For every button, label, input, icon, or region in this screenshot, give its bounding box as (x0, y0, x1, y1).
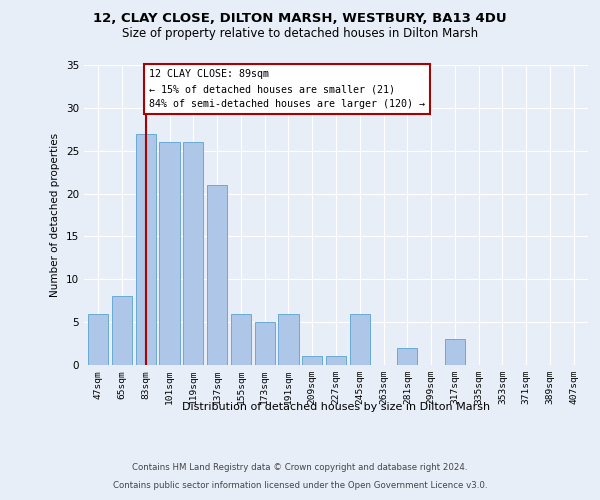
Text: 12 CLAY CLOSE: 89sqm
← 15% of detached houses are smaller (21)
84% of semi-detac: 12 CLAY CLOSE: 89sqm ← 15% of detached h… (149, 70, 425, 109)
Text: Distribution of detached houses by size in Dilton Marsh: Distribution of detached houses by size … (182, 402, 490, 412)
Bar (207, 185, 227, 365)
Bar (88, 314, 109, 365)
Text: Contains public sector information licensed under the Open Government Licence v3: Contains public sector information licen… (113, 481, 487, 490)
Y-axis label: Number of detached properties: Number of detached properties (50, 133, 61, 297)
Bar (397, 348, 418, 365)
Bar (183, 142, 203, 365)
Text: Contains HM Land Registry data © Crown copyright and database right 2024.: Contains HM Land Registry data © Crown c… (132, 464, 468, 472)
Bar (231, 314, 251, 365)
Text: Size of property relative to detached houses in Dilton Marsh: Size of property relative to detached ho… (122, 28, 478, 40)
Bar (160, 142, 179, 365)
Bar (445, 340, 465, 365)
Bar (302, 356, 322, 365)
Bar (350, 314, 370, 365)
Text: 12, CLAY CLOSE, DILTON MARSH, WESTBURY, BA13 4DU: 12, CLAY CLOSE, DILTON MARSH, WESTBURY, … (93, 12, 507, 26)
Bar (254, 322, 275, 365)
Bar (278, 314, 299, 365)
Bar (112, 296, 132, 365)
Bar (326, 356, 346, 365)
Bar (136, 134, 156, 365)
